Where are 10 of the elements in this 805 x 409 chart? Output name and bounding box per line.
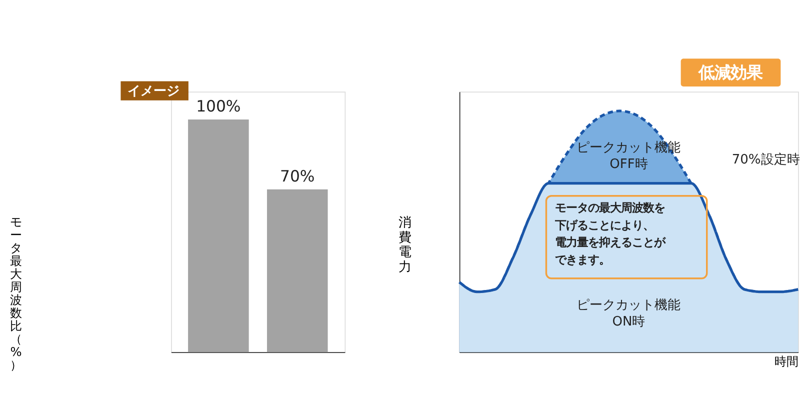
series-label: ピークカット機能 ON時 [576,298,681,330]
x-axis-title: 時間 [774,354,798,369]
y-axis-title: 消費電力 [398,216,412,275]
annotation: モータの最大周波数を下げることにより、電力量を抑えることができます。 [554,201,666,267]
text: イメージ [128,84,180,100]
text: 低減効果 [697,62,764,82]
data-label: 100% [196,96,241,116]
annotation: 70%設定時 [732,152,800,168]
text: モータ最大周波数比（%） [10,214,22,372]
data-label: 70% [280,166,315,186]
